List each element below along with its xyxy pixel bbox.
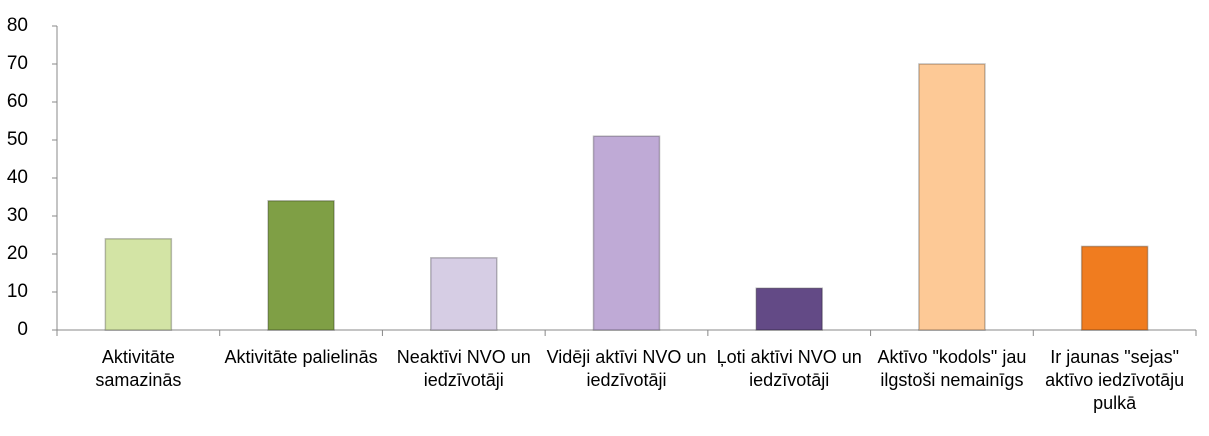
y-tick-label: 80 (7, 15, 28, 36)
y-tick-label: 50 (7, 129, 28, 150)
y-tick-label: 40 (7, 167, 28, 188)
bar (755, 287, 823, 331)
x-tick-label: Vidēji aktīvi NVO un iedzīvotāji (546, 347, 707, 390)
x-tick-label: Aktivitāte palielinās (224, 347, 378, 367)
x-tick-label: Aktīvo "kodols" jau ilgstoši nemainīgs (877, 347, 1027, 390)
bar (918, 63, 986, 331)
bar (430, 257, 498, 331)
bar (592, 135, 661, 331)
bar (1080, 245, 1149, 331)
bar (267, 200, 335, 331)
x-tick-label: Ļoti aktīvi NVO un iedzīvotāji (716, 347, 862, 390)
x-tick-label: Ir jaunas "sejas" aktīvo iedzīvotāju pul… (1045, 347, 1185, 413)
x-tick-label: Neaktīvi NVO un iedzīvotāji (396, 347, 531, 390)
y-tick-label: 20 (7, 243, 28, 264)
y-tick-label: 60 (7, 91, 28, 112)
y-tick-label: 10 (7, 281, 28, 302)
x-tick-label: Aktivitāte samazinās (95, 347, 182, 390)
bar (104, 238, 173, 331)
y-tick-label: 30 (7, 205, 28, 226)
y-tick-label: 70 (7, 53, 28, 74)
y-tick-label: 0 (17, 319, 28, 340)
